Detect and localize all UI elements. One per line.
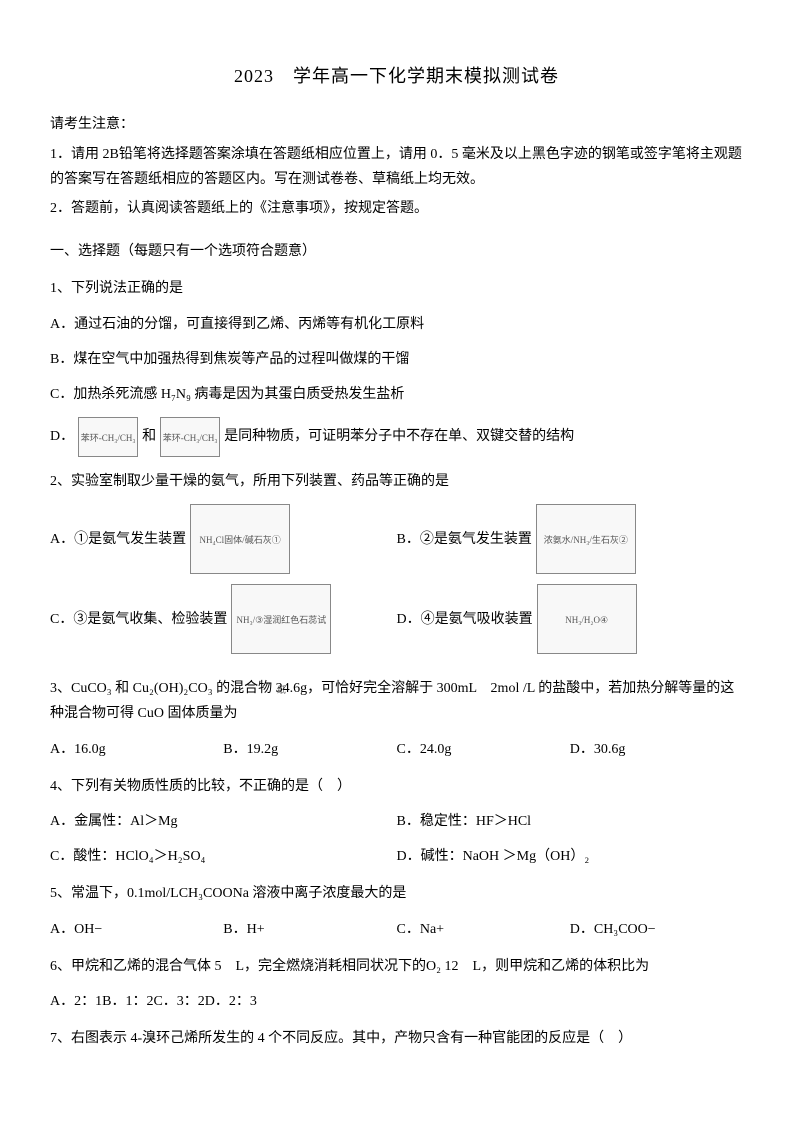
benzene-diagram-1: 苯环-CH₃/CH₃ [78, 417, 138, 457]
q6-stem: 6、甲烷和乙烯的混合气体 5 L，完全燃烧消耗相同状况下的O₂ 12 L，则甲烷… [50, 954, 743, 979]
q2-option-b: B．②是氨气发生装置 浓氨水/NH₃/生石灰② [397, 504, 744, 574]
q3-options: A．16.0g B．19.2g C．24.0g D．30.6g [50, 737, 743, 762]
q3-option-c: C．24.0g [397, 737, 570, 762]
q2-option-d: D．④是氨气吸收装置 NH₃/H₂O④ [397, 584, 744, 654]
notice-header: 请考生注意： [50, 112, 743, 137]
q2-a-text: A．①是氨气发生装置 [50, 527, 186, 552]
q2-option-c: C．③是氨气收集、检验装置 NH₃/③湿润红色石蕊试纸 [50, 584, 397, 654]
q4-stem: 4、下列有关物质性质的比较，不正确的是（ ） [50, 774, 743, 799]
q5-options: A．OH− B．H+ C．Na+ D．CH₃COO− [50, 917, 743, 942]
q1-option-d: D． 苯环-CH₃/CH₃ 和 苯环-CH₃/CH₃ 是同种物质，可证明苯分子中… [50, 417, 743, 457]
q4-option-a: A．金属性：Al＞Mg [50, 809, 397, 834]
apparatus-diagram-4: NH₃/H₂O④ [537, 584, 637, 654]
q1-d-mid: 和 [142, 424, 156, 449]
benzene-diagram-2: 苯环-CH₃/CH₃ [160, 417, 220, 457]
q5-option-d: D．CH₃COO− [570, 917, 743, 942]
q4-option-b: B．稳定性：HF＞HCl [397, 809, 744, 834]
section-1-header: 一、选择题（每题只有一个选项符合题意） [50, 239, 743, 264]
q1-stem: 1、下列说法正确的是 [50, 276, 743, 301]
q5-option-a: A．OH− [50, 917, 223, 942]
q2-option-a: A．①是氨气发生装置 NH₄Cl固体/碱石灰① [50, 504, 397, 574]
notice-item-1: 1．请用 2B铅笔将选择题答案涂填在答题纸相应位置上，请用 0．5 毫米及以上黑… [50, 142, 743, 192]
q7-stem: 7、右图表示 4-溴环己烯所发生的 4 个不同反应。其中，产物只含有一种官能团的… [50, 1026, 743, 1051]
q4-option-c: C．酸性：HClO₄＞H₂SO₄ [50, 844, 397, 869]
q1-option-c: C．加热杀死流感 H₇N₉ 病毒是因为其蛋白质受热发生盐析 [50, 382, 743, 407]
q4-options-row1: A．金属性：Al＞Mg B．稳定性：HF＞HCl [50, 809, 743, 834]
q6-options: A．2：1B．1：2C．3：2D．2：3 [50, 989, 743, 1014]
q2-b-text: B．②是氨气发生装置 [397, 527, 532, 552]
page-title: 2023 学年高一下化学期末模拟测试卷 [50, 60, 743, 92]
q2-c-text: C．③是氨气收集、检验装置 [50, 607, 227, 632]
apparatus-diagram-3: NH₃/③湿润红色石蕊试纸 [231, 584, 331, 654]
q3-option-b: B．19.2g [223, 737, 396, 762]
q1-d-pre: D． [50, 424, 74, 449]
apparatus-diagram-1: NH₄Cl固体/碱石灰① [190, 504, 290, 574]
q4-option-d: D．碱性：NaOH ＞Mg（OH）₂ [397, 844, 744, 869]
notice-item-2: 2．答题前，认真阅读答题纸上的《注意事项》，按规定答题。 [50, 196, 743, 221]
q1-d-post: 是同种物质，可证明苯分子中不存在单、双键交替的结构 [224, 424, 574, 449]
q3-option-a: A．16.0g [50, 737, 223, 762]
q2-d-text: D．④是氨气吸收装置 [397, 607, 533, 632]
q3-stem: 3、CuCO₃ 和 Cu₂(OH)₂CO₃ 的混合物 34.6g，可恰好完全溶解… [50, 676, 743, 726]
apparatus-diagram-2: 浓氨水/NH₃/生石灰② [536, 504, 636, 574]
q5-option-b: B．H+ [223, 917, 396, 942]
q1-option-b: B．煤在空气中加强热得到焦炭等产品的过程叫做煤的干馏 [50, 347, 743, 372]
q3-option-d: D．30.6g [570, 737, 743, 762]
q1-option-a: A．通过石油的分馏，可直接得到乙烯、丙烯等有机化工原料 [50, 312, 743, 337]
q2-stem: 2、实验室制取少量干燥的氨气，所用下列装置、药品等正确的是 [50, 469, 743, 494]
q4-options-row2: C．酸性：HClO₄＞H₂SO₄ D．碱性：NaOH ＞Mg（OH）₂ [50, 844, 743, 869]
q5-option-c: C．Na+ [397, 917, 570, 942]
q5-stem: 5、常温下，0.1mol/LCH₃COONa 溶液中离子浓度最大的是 [50, 881, 743, 906]
